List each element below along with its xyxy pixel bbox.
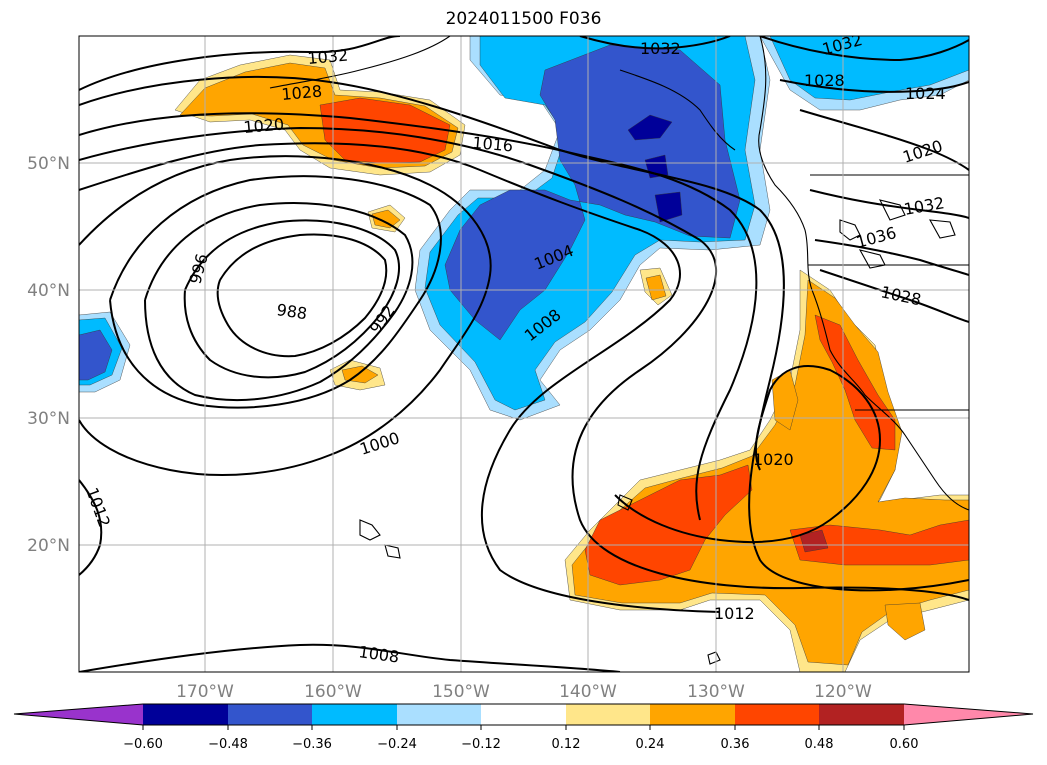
colorbar-segment (228, 704, 312, 725)
neg-blue-region-west (79, 329, 113, 381)
colorbar-extend-low (14, 704, 143, 725)
lat-label-30n: 30°N (27, 409, 70, 429)
colorbar-tick-label: 0.60 (890, 737, 919, 752)
contour-label: 1020 (753, 450, 794, 469)
contour-label: 1012 (714, 604, 755, 623)
map-frame (78, 35, 970, 673)
colorbar-ticks (142, 725, 905, 730)
contour-label: 988 (275, 300, 308, 323)
neg-navy-spot-1 (627, 114, 673, 141)
lat-label-20n: 20°N (27, 536, 70, 556)
lon-label-160w: 160°W (304, 682, 362, 702)
neg-blue-region-north (444, 44, 741, 341)
longitude-labels: 170°W 160°W 150°W 140°W 130°W 120°W (176, 682, 872, 702)
pos-orange-spot-east (645, 274, 667, 301)
colorbar: −0.60 −0.48 −0.36 −0.24 −0.12 0.12 0.24 … (13, 703, 1034, 752)
colorbar-segment (819, 704, 904, 725)
colorbar-tick-label: 0.48 (805, 737, 834, 752)
map-area: 1032 1028 1020 1016 996 988 992 1004 100… (79, 36, 969, 672)
pos-red-region-ocean (584, 464, 753, 586)
colorbar-tick-label: −0.24 (377, 737, 417, 752)
colorbar-extend-high (904, 704, 1033, 725)
pressure-contours (79, 36, 969, 672)
map-title: 2024011500 F036 (445, 9, 602, 29)
colorbar-tick-label: 0.24 (636, 737, 665, 752)
latitude-labels: 50°N 40°N 30°N 20°N (27, 154, 70, 556)
pos-darkred-spot (799, 529, 829, 553)
contour-label: 1028 (804, 71, 845, 90)
neg-navy-spot-3 (654, 191, 683, 223)
pos-orange-spot-south (884, 602, 926, 641)
colorbar-segment (397, 704, 481, 725)
colorbar-tick-label: 0.12 (552, 737, 581, 752)
contour-label: 1028 (281, 82, 323, 104)
lon-label-150w: 150°W (432, 682, 490, 702)
lon-label-120w: 120°W (814, 682, 872, 702)
coastlines (269, 36, 969, 665)
colorbar-segment (650, 704, 735, 725)
contour-label: 1032 (640, 39, 681, 58)
colorbar-tick-label: −0.60 (123, 737, 163, 752)
contour-label: 1024 (905, 84, 946, 103)
colorbar-tick-label: 0.36 (721, 737, 750, 752)
lat-label-40n: 40°N (27, 281, 70, 301)
colorbar-tick-label: −0.48 (208, 737, 248, 752)
contour-label: 1016 (472, 133, 514, 155)
pos-red-region-coast-south (789, 519, 969, 566)
contour-label: 1020 (243, 115, 285, 137)
colorbar-tick-labels: −0.60 −0.48 −0.36 −0.24 −0.12 0.12 0.24 … (123, 737, 918, 752)
colorbar-segment (143, 704, 228, 725)
colorbar-tick-label: −0.12 (461, 737, 501, 752)
colorbar-segment (481, 704, 566, 725)
colorbar-segment (312, 704, 397, 725)
lat-label-50n: 50°N (27, 154, 70, 174)
colorbar-segment (566, 704, 650, 725)
colorbar-tick-label: −0.36 (292, 737, 332, 752)
graticule (79, 36, 969, 672)
pos-orange-spot-center (371, 209, 401, 229)
lon-label-130w: 130°W (687, 682, 745, 702)
lon-label-170w: 170°W (176, 682, 234, 702)
colorbar-segment (735, 704, 819, 725)
contour-label: 1032 (307, 46, 349, 68)
lon-label-140w: 140°W (559, 682, 617, 702)
